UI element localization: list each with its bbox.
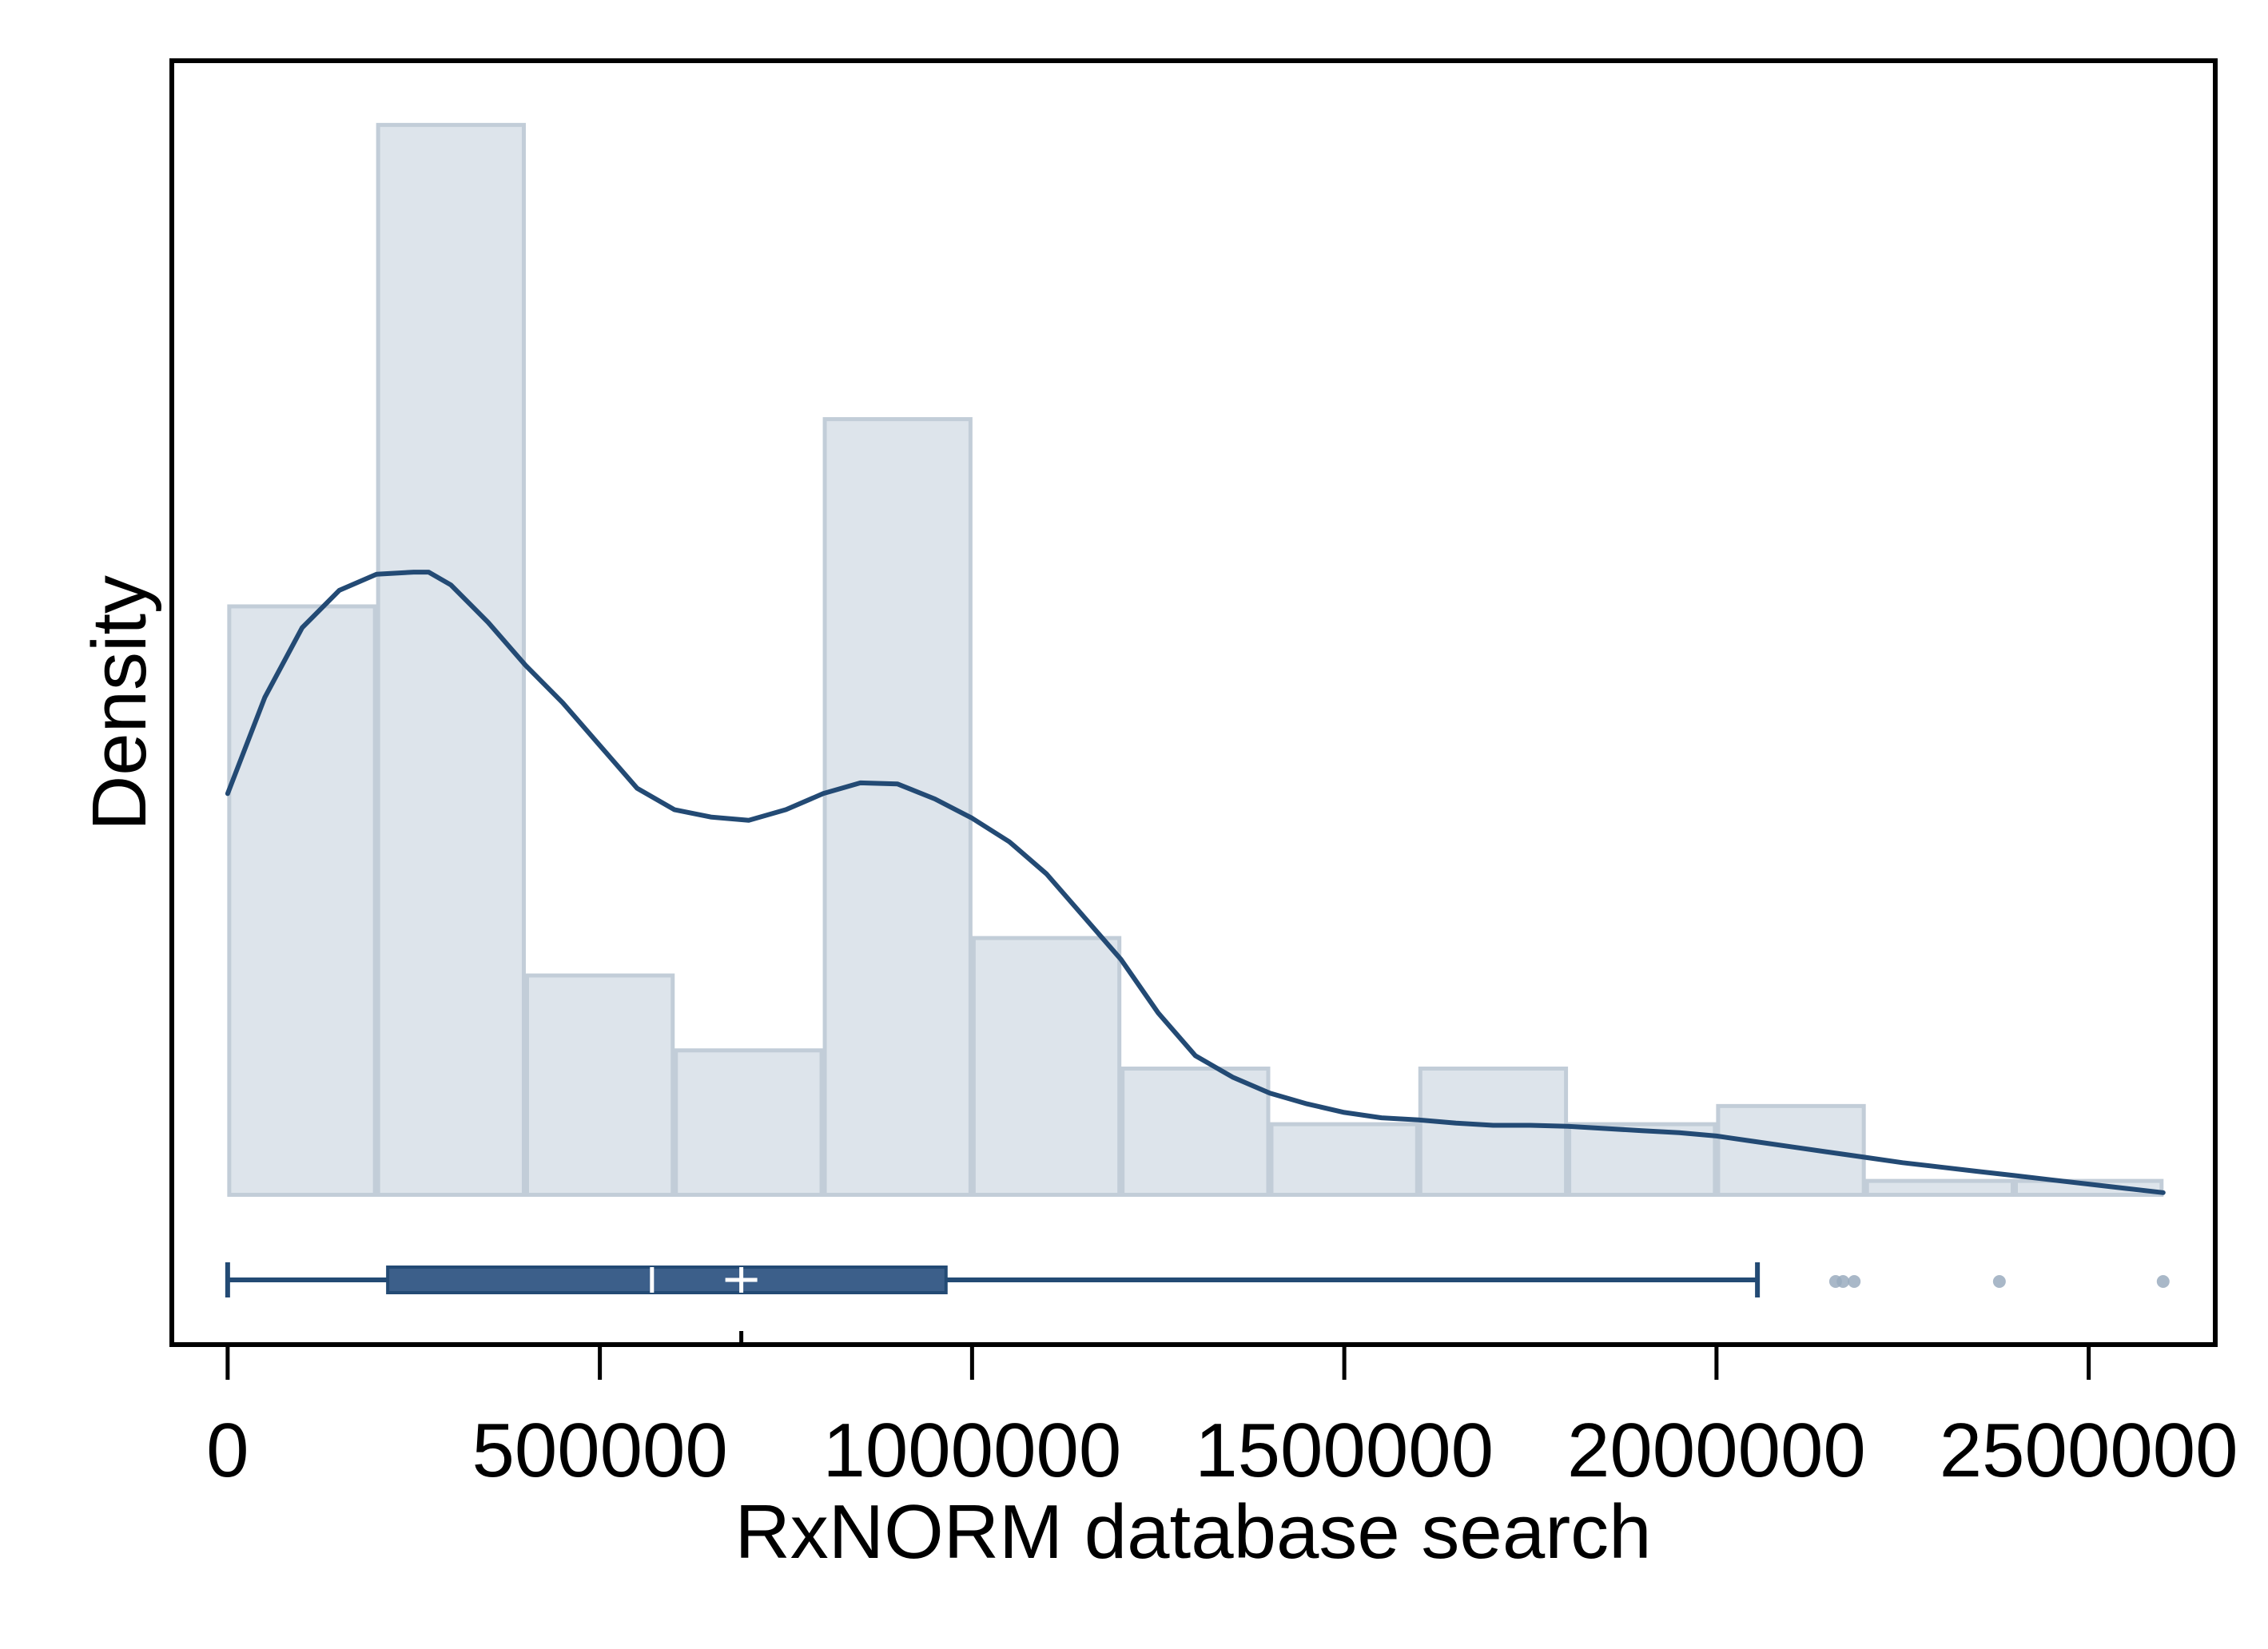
histogram-bar [227, 604, 377, 1198]
histogram-bar [1716, 1103, 1866, 1198]
box-iqr [386, 1266, 948, 1294]
x-axis-ticks: 0 500000 1000000 1500000 2000000 2500000 [206, 1331, 2238, 1493]
histogram-bar [1567, 1122, 1717, 1198]
histogram-bar [674, 1048, 824, 1198]
x-tick-label: 1000000 [823, 1408, 1122, 1493]
histogram-bar [524, 973, 675, 1198]
x-tick-label: 2500000 [1940, 1408, 2238, 1493]
y-axis-title: Density [77, 575, 162, 831]
histogram-bar [1269, 1122, 1419, 1198]
histogram-bar [1418, 1066, 1569, 1198]
outlier-point [1992, 1275, 2006, 1288]
x-tick-label: 0 [206, 1408, 249, 1493]
histogram-bar [971, 936, 1122, 1198]
x-tick-label: 2000000 [1567, 1408, 1866, 1493]
x-tick-label: 1500000 [1195, 1408, 1494, 1493]
outlier-point [2156, 1275, 2170, 1288]
plot-frame [169, 58, 2218, 1347]
x-axis-title: RxNORM database search [734, 1489, 1651, 1575]
histogram-bar [2013, 1178, 2164, 1198]
outlier-point [1836, 1275, 1850, 1288]
box-plot [225, 1262, 2170, 1297]
density-curve [225, 570, 2166, 1195]
histogram-bar [1864, 1178, 2015, 1198]
outlier-point [1848, 1275, 1861, 1288]
histogram-bar [1120, 1066, 1271, 1198]
x-tick-label: 500000 [472, 1408, 727, 1493]
histogram-bar [376, 122, 526, 1198]
